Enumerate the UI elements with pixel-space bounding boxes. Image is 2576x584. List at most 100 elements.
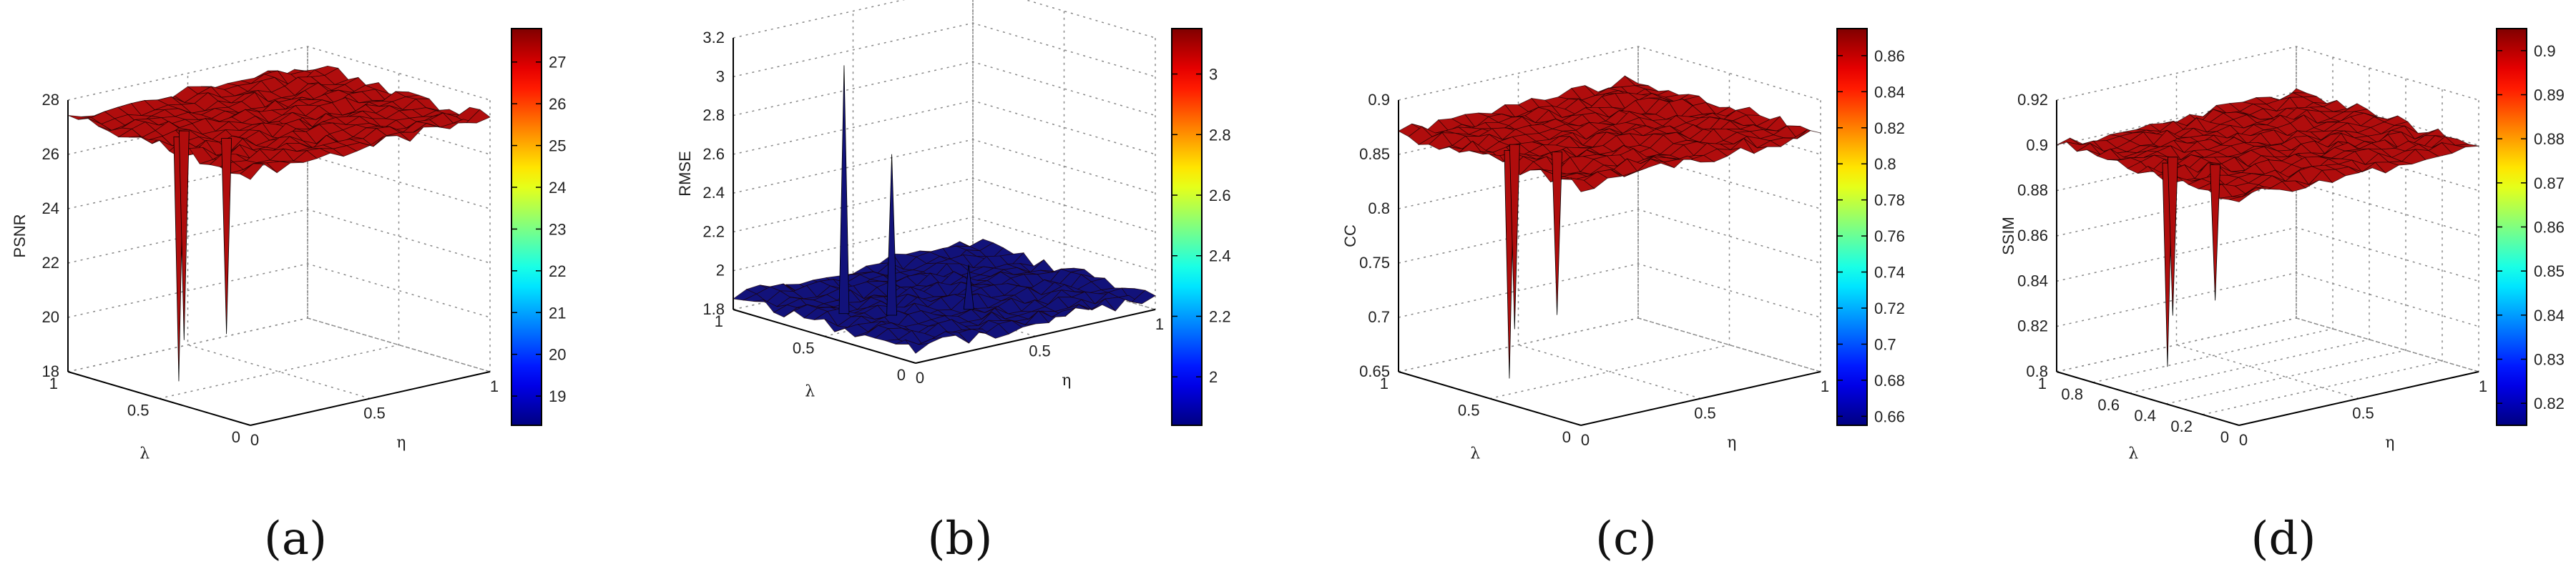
x-tick-label: 0.5 [363, 405, 386, 422]
z-tick-labels: 1.8 2 2.2 2.4 2.6 2.8 3 3.2 [702, 29, 725, 318]
spikes [173, 130, 232, 382]
z-tick-label: 3 [716, 67, 725, 85]
colorbar-gradient [1837, 29, 1867, 425]
x-tick-labels: 00.51 [916, 315, 1164, 387]
colorbar-tick-label: 0.76 [1874, 227, 1905, 245]
colorbar-gradient [1172, 29, 1202, 425]
colorbar-tick-label: 22 [549, 262, 566, 280]
colorbar-tick-label: 0.83 [2534, 351, 2565, 369]
colorbar-tick-label: 26 [549, 95, 566, 113]
z-tick-label: 18 [42, 362, 59, 380]
x-tick-label: 1 [490, 377, 499, 395]
x-tick-label: 0 [916, 369, 924, 387]
z-tick-label: 0.86 [2017, 227, 2048, 244]
x-tick-label: 1 [1821, 377, 1829, 395]
spike-1 [2210, 164, 2221, 301]
panel-caption: (c) [1595, 513, 1657, 565]
z-tick-label: 0.8 [2026, 362, 2048, 380]
z-tick-label: 0.85 [1359, 145, 1390, 163]
spike-1 [886, 154, 898, 316]
colorbar-tick-label: 2.4 [1209, 247, 1231, 265]
axes [67, 100, 491, 426]
z-tick-label: 0.9 [2026, 136, 2048, 154]
y-tick-label: 0.8 [2061, 385, 2083, 403]
spike-1 [221, 138, 232, 335]
colorbar-tick-label: 27 [549, 54, 566, 71]
x-axis-label: η [396, 434, 406, 452]
panel-b: 1.822.22.42.62.833.200.5100.51ηλRMSE22.2… [676, 0, 1231, 565]
x-tick-label: 0 [250, 431, 259, 449]
surface [732, 239, 1156, 354]
z-tick-label: 20 [42, 308, 59, 326]
z-tick-label: 0.9 [1368, 91, 1390, 109]
z-tick-label: 2 [716, 262, 725, 279]
z-tick-label: 3.2 [702, 29, 725, 46]
colorbar-tick-label: 2.6 [1209, 187, 1231, 204]
y-tick-label: 0.2 [2170, 417, 2193, 435]
colorbar: 0.82 0.83 0.84 0.85 0.86 0.87 0.88 0.89 0.9 [2496, 28, 2565, 426]
z-tick-label: 0.92 [2017, 91, 2048, 109]
colorbar-tick-label: 23 [549, 220, 566, 238]
y-tick-labels: 0 0.2 0.4 0.6 0.8 1 [2038, 375, 2229, 446]
spikes [1504, 144, 1563, 379]
z-axis-label: SSIM [1999, 217, 2017, 255]
spikes [838, 65, 974, 316]
z-tick-label: 26 [42, 145, 59, 163]
surface [1398, 75, 1821, 192]
z-tick-label: 0.82 [2017, 317, 2048, 335]
colorbar-tick-label: 2.2 [1209, 307, 1231, 325]
axes [733, 38, 1156, 364]
y-tick-label: 1 [1380, 375, 1389, 392]
x-tick-label: 1 [2479, 377, 2487, 395]
x-tick-label: 0 [2239, 431, 2248, 449]
spike-1 [1552, 152, 1563, 315]
x-tick-labels: 00.51 [250, 377, 499, 449]
z-tick-label: 0.8 [1368, 199, 1390, 217]
y-tick-label: 0.5 [1458, 402, 1480, 420]
z-tick-labels: 0.65 0.7 0.75 0.8 0.85 0.9 [1359, 91, 1390, 380]
z-tick-label: 2.8 [702, 107, 725, 124]
y-tick-label: 1 [49, 375, 58, 392]
y-axis-label: λ [139, 445, 150, 462]
colorbar-tick-label: 0.68 [1874, 372, 1905, 390]
y-tick-labels: 00.51 [715, 312, 906, 384]
z-tick-label: 1.8 [702, 300, 725, 318]
colorbar-tick-label: 24 [549, 179, 566, 197]
colorbar-tick-label: 19 [549, 387, 566, 405]
colorbar-tick-label: 2.8 [1209, 126, 1231, 144]
z-tick-label: 24 [42, 199, 59, 217]
z-tick-labels: 18 20 22 24 26 28 [42, 91, 59, 380]
colorbar-tick-label: 0.86 [1874, 47, 1905, 65]
z-tick-labels: 0.8 0.82 0.84 0.86 0.88 0.9 0.92 [2017, 91, 2048, 380]
spike-2 [2167, 157, 2178, 316]
colorbar-tick-label: 0.84 [2534, 307, 2565, 325]
spike-0 [838, 65, 850, 315]
z-axis-label: CC [1341, 224, 1359, 247]
spike-2 [178, 130, 190, 340]
y-tick-label: 0 [897, 366, 906, 384]
y-tick-label: 0 [232, 428, 240, 446]
surface [2056, 88, 2479, 202]
colorbar-tick-label: 20 [549, 346, 566, 364]
y-axis-label: λ [805, 382, 815, 400]
colorbar-gradient [511, 29, 542, 425]
spike-2 [963, 264, 974, 310]
z-tick-label: 0.75 [1359, 254, 1390, 272]
y-tick-label: 0.5 [127, 402, 150, 420]
z-axis-label: PSNR [11, 214, 29, 257]
colorbar-tick-label: 0.88 [2534, 130, 2565, 148]
z-tick-label: 2.4 [702, 184, 725, 202]
axes [2056, 100, 2479, 426]
colorbar-tick-label: 0.7 [1874, 335, 1896, 353]
panel-d: 0.80.820.840.860.880.90.9200.5100.20.40.… [1999, 28, 2565, 565]
x-tick-labels: 00.51 [1581, 377, 1829, 449]
z-tick-label: 0.7 [1368, 308, 1390, 326]
panel-caption: (d) [2251, 513, 2316, 565]
colorbar-tick-label: 0.87 [2534, 174, 2565, 192]
panel-caption: (a) [264, 513, 327, 565]
x-tick-label: 0.5 [1029, 342, 1051, 360]
z-axis-label: RMSE [676, 151, 694, 197]
x-axis-label: η [1062, 372, 1071, 390]
y-tick-label: 0.6 [2097, 396, 2120, 414]
